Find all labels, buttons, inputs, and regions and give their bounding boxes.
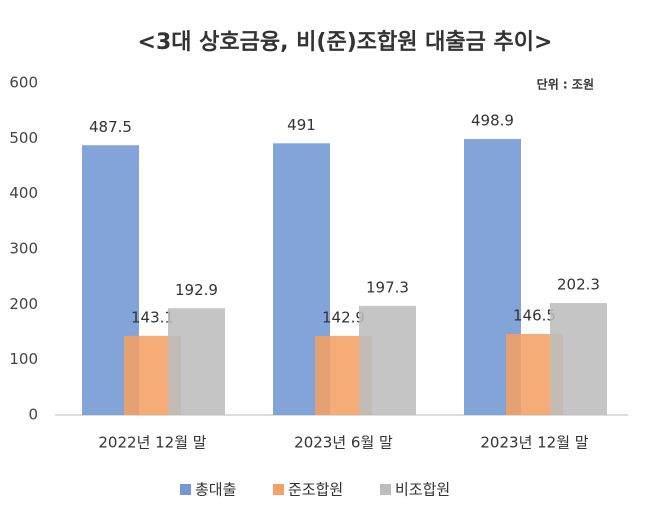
y-tick-label: 300 [9, 240, 38, 258]
y-tick-label: 500 [9, 129, 38, 147]
value-label: 491 [287, 116, 316, 134]
bar [550, 303, 607, 415]
chart-title: <3대 상호금융, 비(준)조합원 대출금 추이> [138, 29, 553, 55]
value-label: 146.5 [513, 306, 556, 324]
x-tick-label: 2023년 6월 말 [294, 434, 393, 452]
bar [168, 308, 225, 415]
y-tick-label: 0 [28, 406, 38, 424]
legend-swatch [180, 484, 191, 495]
value-label: 142.9 [322, 308, 365, 326]
value-label: 192.9 [175, 281, 218, 299]
legend-label: 총대출 [195, 481, 236, 499]
value-label: 202.3 [557, 276, 600, 294]
y-tick-label: 200 [9, 295, 38, 313]
y-tick-label: 400 [9, 184, 38, 202]
y-tick-label: 100 [9, 350, 38, 368]
value-label: 197.3 [366, 278, 409, 296]
value-label: 143.1 [131, 308, 174, 326]
legend-swatch [273, 484, 284, 495]
legend-label: 비조합원 [395, 481, 450, 499]
unit-label: 단위 : 조원 [537, 77, 594, 92]
value-label: 487.5 [89, 118, 132, 136]
value-label: 498.9 [471, 111, 514, 129]
x-tick-label: 2022년 12월 말 [98, 434, 206, 452]
legend-swatch [380, 484, 391, 495]
y-tick-label: 600 [9, 74, 38, 92]
legend-label: 준조합원 [288, 481, 343, 499]
x-tick-label: 2023년 12월 말 [480, 434, 588, 452]
bar [359, 305, 416, 415]
